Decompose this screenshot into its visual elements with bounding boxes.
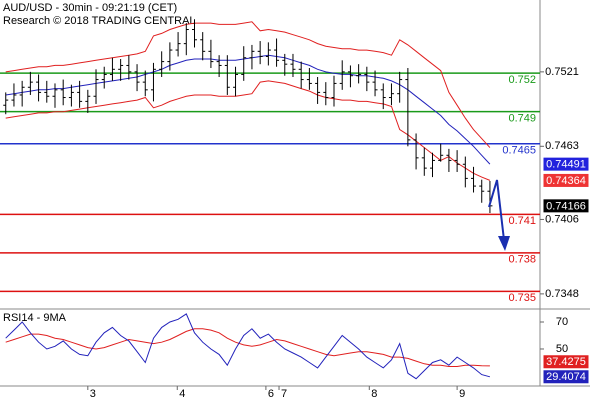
chart-subtitle: Research © 2018 TRADING CENTRAL [3,15,196,27]
x-tick-label: 4 [179,388,185,400]
band-line [5,80,491,181]
y-tick-label: 0.7406 [545,213,579,225]
level-label: 0.752 [508,74,536,86]
band-line [5,54,491,165]
x-tick-label: 3 [90,388,96,400]
level-label: 0.7465 [502,145,536,157]
price-badge-label: 37.4275 [546,356,586,368]
price-badge-label: 0.74166 [546,200,586,212]
panel-title: RSI14 - 9MA [3,312,67,324]
y-tick-label: 0.7521 [545,66,579,78]
y-tick-label: 70 [556,316,568,328]
x-tick-label: 8 [371,388,377,400]
chart-title: AUD/USD - 30min - 09:21:19 (CET) [3,2,177,14]
level-label: 0.735 [508,292,536,304]
level-label: 0.749 [508,113,536,125]
price-badge-label: 29.4074 [546,371,586,383]
price-badge-label: 0.74364 [546,175,586,187]
x-tick-label: 7 [281,388,287,400]
price-badge [542,369,590,385]
forecast-arrowhead [498,236,510,251]
level-label: 0.738 [508,254,536,266]
y-tick-label: 0.7463 [545,140,579,152]
price-badge [542,198,590,214]
y-tick-label: 50 [556,343,568,355]
indicator-line [5,328,490,367]
x-tick-label: 6 [268,388,274,400]
price-badge-label: 0.74491 [546,159,586,171]
level-label: 0.741 [508,215,536,227]
price-badge [542,354,590,370]
x-tick-label: 9 [459,388,465,400]
price-badge [542,172,590,188]
forecast-arrow [488,179,505,241]
indicator-line [5,313,491,380]
band-line [5,21,491,148]
y-tick-label: 0.7348 [545,288,579,300]
price-badge [542,156,590,172]
